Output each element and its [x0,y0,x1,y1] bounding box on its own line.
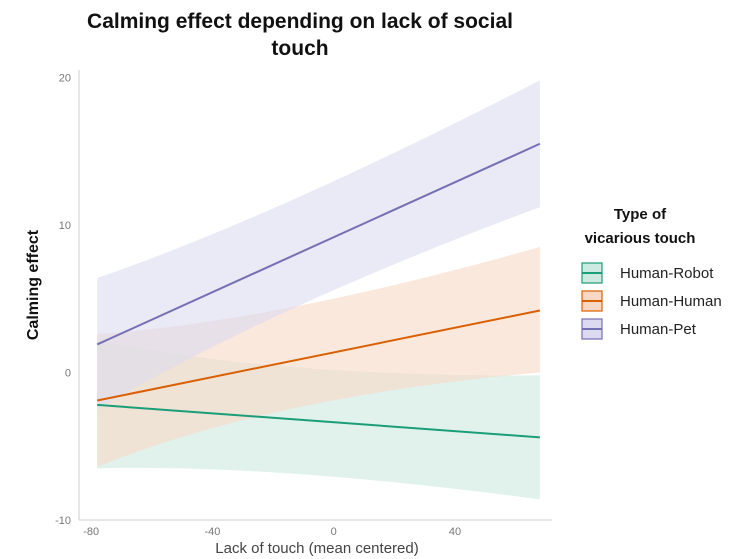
chart-title-line-1: Calming effect depending on lack of soci… [87,10,513,33]
legend-label: Human-Human [620,293,722,310]
legend-item-human-pet: Human-Pet [582,319,697,339]
legend-title-line-1: Type of [614,206,667,223]
x-tick-label: 40 [449,526,461,538]
legend-label: Human-Robot [620,265,714,282]
chart-title-line-2: touch [271,37,328,60]
legend-item-human-human: Human-Human [582,291,722,311]
x-axis-title: Lack of touch (mean centered) [215,540,418,557]
legend-item-human-robot: Human-Robot [582,263,714,283]
x-tick-label: -40 [204,526,220,538]
legend: Type of vicarious touch Human-Robot Human… [582,206,722,339]
x-tick-label: 0 [331,526,337,538]
x-tick-labels: -80 -40 0 40 [83,526,461,538]
y-tick-labels: -10 0 10 20 [55,72,71,527]
confidence-bands [97,80,540,499]
y-tick-label: 20 [59,72,71,84]
y-axis-title: Calming effect [25,229,42,340]
y-tick-label: 10 [59,220,71,232]
x-tick-label: -80 [83,526,99,538]
y-tick-label: 0 [65,367,71,379]
y-tick-label: -10 [55,515,71,527]
legend-label: Human-Pet [620,321,697,338]
legend-title-line-2: vicarious touch [585,230,696,247]
